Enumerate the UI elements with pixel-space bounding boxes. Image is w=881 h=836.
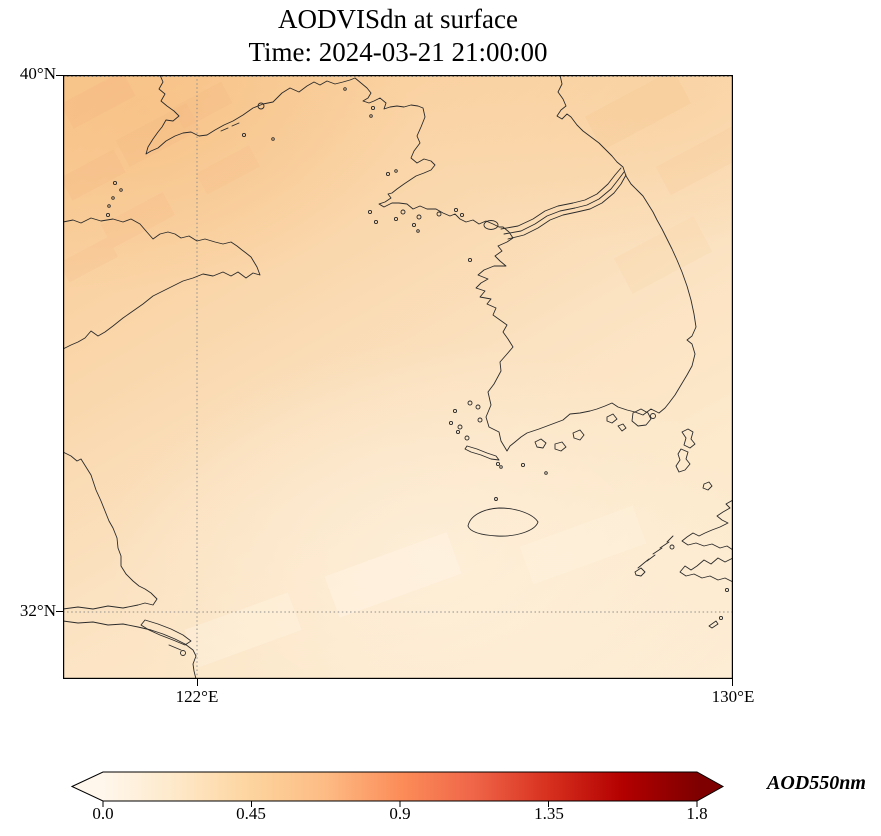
colorbar-gradient-arrow [70, 771, 725, 802]
islands-south-coast [534, 408, 656, 452]
xtick-mark-122e [197, 679, 198, 686]
colorbar-tick-label-135: 1.35 [534, 804, 564, 823]
islands-southeast [708, 587, 730, 629]
coastline-korea [475, 75, 697, 452]
islands-bohai [105, 87, 347, 218]
xtick-label-122e: 122°E [175, 687, 219, 706]
colorbar-unit-label: AOD550nm [767, 772, 866, 794]
plot-subtitle-time: Time: 2024-03-21 21:00:00 [248, 37, 548, 67]
colorbar-tick-marks [102, 801, 698, 807]
plot-title: AODVISdn at surface [278, 4, 518, 34]
map-border [63, 75, 733, 679]
dmz-border-lines [500, 167, 627, 240]
colorbar-tick-label-0: 0.0 [92, 804, 114, 823]
map-plot [63, 75, 733, 679]
islands-goto [634, 535, 675, 577]
aod-field-patches [63, 75, 733, 668]
coastline-jiangsu-yangtze [63, 451, 197, 679]
xtick-label-130e: 130°E [711, 687, 755, 706]
coastline-kyushu [679, 499, 733, 583]
colorbar-tick-label-18: 1.8 [686, 804, 708, 823]
coastline-liaodong-nkorea [145, 75, 504, 228]
ytick-mark-40n [56, 75, 63, 76]
xtick-mark-130e [732, 679, 733, 686]
colorbar-tick-label-09: 0.9 [389, 804, 411, 823]
coastline-shandong [63, 217, 261, 350]
island-jeju [467, 507, 539, 537]
islands-southwest-korea [448, 400, 548, 501]
islands-tsushima-iki [675, 428, 713, 491]
ytick-mark-32n [56, 611, 63, 612]
colorbar-tick-label-045: 0.45 [236, 804, 266, 823]
map-overlay-svg [63, 75, 733, 679]
colorbar [70, 771, 725, 807]
ytick-label-32n: 32°N [19, 601, 56, 620]
islands-nkorea-west [367, 105, 420, 233]
ytick-label-40n: 40°N [19, 64, 56, 83]
islands-west-korea [400, 207, 499, 263]
